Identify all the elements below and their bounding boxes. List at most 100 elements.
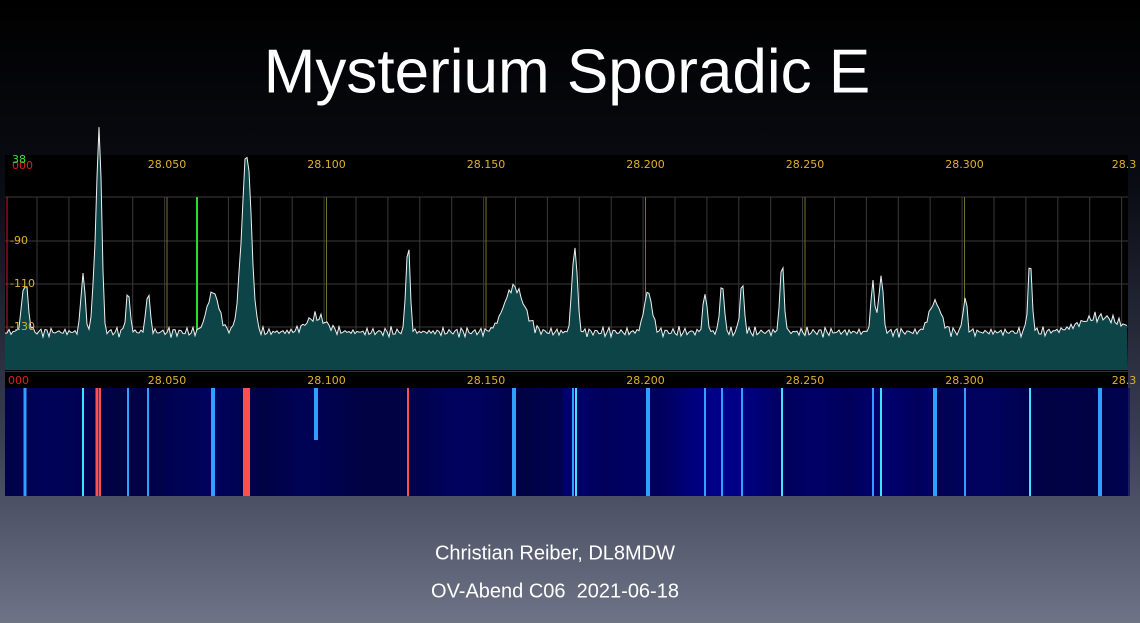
waterfall-band xyxy=(338,388,341,496)
waterfall-band xyxy=(671,388,674,496)
waterfall-band xyxy=(812,388,815,496)
waterfall-band xyxy=(929,388,932,496)
waterfall-band xyxy=(410,388,413,496)
waterfall-band xyxy=(260,388,263,496)
waterfall-band xyxy=(506,388,509,496)
waterfall-band xyxy=(956,388,959,496)
waterfall-band xyxy=(314,388,317,496)
waterfall-band xyxy=(500,388,503,496)
waterfall-band xyxy=(1127,388,1130,496)
frequency-label: 28.150 xyxy=(467,374,506,387)
waterfall-band xyxy=(287,388,290,496)
waterfall-band xyxy=(656,388,659,496)
waterfall-band xyxy=(1043,388,1046,496)
waterfall-band xyxy=(92,388,95,496)
waterfall-band xyxy=(716,388,719,496)
waterfall-line xyxy=(82,388,84,496)
frequency-label: 28.100 xyxy=(307,374,346,387)
waterfall-band xyxy=(1112,388,1115,496)
waterfall-band xyxy=(266,388,269,496)
waterfall-band xyxy=(374,388,377,496)
waterfall-band xyxy=(1070,388,1073,496)
waterfall-band xyxy=(434,388,437,496)
waterfall-line xyxy=(781,388,783,496)
waterfall-band xyxy=(578,388,581,496)
waterfall-line xyxy=(933,388,937,496)
waterfall-band xyxy=(326,388,329,496)
waterfall-band xyxy=(644,388,647,496)
level-label: -130 xyxy=(10,320,35,333)
waterfall-band xyxy=(986,388,989,496)
waterfall-band xyxy=(848,388,851,496)
waterfall-band xyxy=(974,388,977,496)
waterfall-band xyxy=(527,388,530,496)
waterfall-band xyxy=(401,388,404,496)
frequency-label: 28.050 xyxy=(148,158,187,171)
waterfall-band xyxy=(728,388,731,496)
waterfall-band xyxy=(803,388,806,496)
waterfall-band xyxy=(194,388,197,496)
waterfall-band xyxy=(905,388,908,496)
waterfall-band xyxy=(101,388,104,496)
waterfall-band xyxy=(365,388,368,496)
corner-label: 000 xyxy=(8,374,29,387)
waterfall-band xyxy=(428,388,431,496)
waterfall-band xyxy=(257,388,260,496)
waterfall-band xyxy=(683,388,686,496)
waterfall-band xyxy=(995,388,998,496)
waterfall-band xyxy=(926,388,929,496)
waterfall-band xyxy=(281,388,284,496)
waterfall-band xyxy=(284,388,287,496)
waterfall-band xyxy=(491,388,494,496)
waterfall-band xyxy=(692,388,695,496)
waterfall-band xyxy=(35,388,38,496)
waterfall-line xyxy=(99,388,101,496)
waterfall-band xyxy=(467,388,470,496)
waterfall-band xyxy=(1031,388,1034,496)
waterfall-band xyxy=(515,388,518,496)
waterfall-band xyxy=(1115,388,1118,496)
waterfall-band xyxy=(380,388,383,496)
waterfall-line xyxy=(512,388,516,496)
waterfall-band xyxy=(680,388,683,496)
waterfall-band xyxy=(638,388,641,496)
waterfall-band xyxy=(137,388,140,496)
waterfall-band xyxy=(1082,388,1085,496)
waterfall-band xyxy=(881,388,884,496)
waterfall-band xyxy=(203,388,206,496)
waterfall-band xyxy=(548,388,551,496)
waterfall-band xyxy=(485,388,488,496)
waterfall-band xyxy=(977,388,980,496)
waterfall-line xyxy=(741,388,743,496)
waterfall-band xyxy=(623,388,626,496)
waterfall-band xyxy=(1094,388,1097,496)
waterfall-band xyxy=(794,388,797,496)
waterfall-band xyxy=(908,388,911,496)
waterfall-band xyxy=(590,388,593,496)
waterfall-band xyxy=(509,388,512,496)
waterfall-band xyxy=(593,388,596,496)
waterfall-band xyxy=(161,388,164,496)
waterfall-band xyxy=(788,388,791,496)
waterfall-band xyxy=(320,388,323,496)
waterfall-band xyxy=(1061,388,1064,496)
waterfall-band xyxy=(1067,388,1070,496)
waterfall-band xyxy=(1076,388,1079,496)
waterfall-band xyxy=(1016,388,1019,496)
corner-label: 38 xyxy=(12,153,26,166)
waterfall-band xyxy=(1121,388,1124,496)
waterfall-band xyxy=(851,388,854,496)
waterfall-band xyxy=(1088,388,1091,496)
waterfall-band xyxy=(41,388,44,496)
waterfall-band xyxy=(614,388,617,496)
waterfall-band xyxy=(626,388,629,496)
waterfall-line xyxy=(575,388,577,496)
waterfall-line xyxy=(964,388,966,496)
waterfall-band xyxy=(605,388,608,496)
waterfall-band xyxy=(596,388,599,496)
waterfall-band xyxy=(494,388,497,496)
waterfall-band xyxy=(1049,388,1052,496)
waterfall-band xyxy=(752,388,755,496)
waterfall-band xyxy=(368,388,371,496)
waterfall-band xyxy=(311,388,314,496)
